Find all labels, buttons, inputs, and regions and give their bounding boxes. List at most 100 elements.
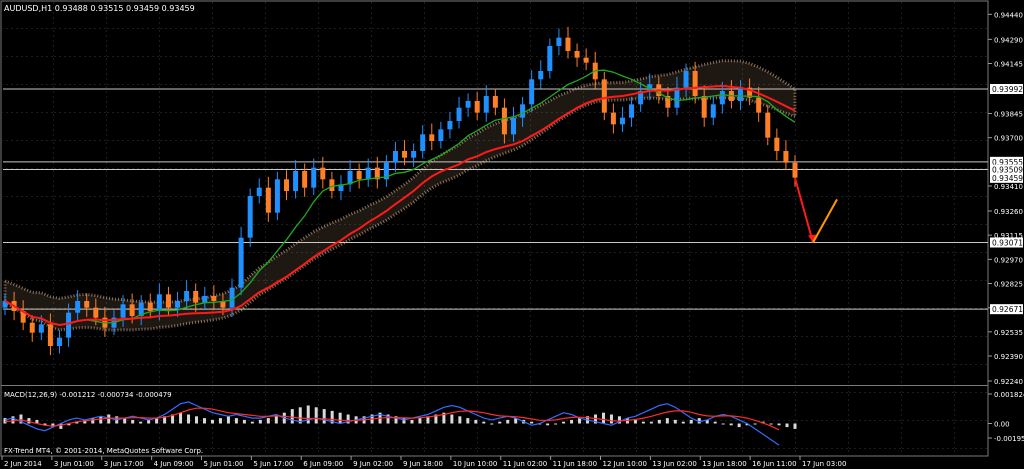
macd-bar	[458, 416, 462, 424]
x-tick-label-11: 11 Jun 18:00	[553, 460, 597, 468]
macd-bar	[330, 410, 334, 424]
price-tag-label-1: 0.93555	[992, 158, 1023, 167]
macd-bar	[346, 414, 350, 424]
price-tag-label-0: 0.93992	[992, 85, 1023, 94]
moving-averages	[4, 69, 796, 327]
x-tick-label-2: 3 Jun 17:00	[104, 460, 144, 468]
macd-bar	[617, 416, 621, 424]
candle-body	[619, 117, 625, 125]
macd-bar	[490, 423, 494, 425]
macd-bar	[258, 419, 262, 424]
macd-bar	[777, 423, 781, 426]
macd-bar	[689, 419, 693, 424]
macd-bar	[202, 418, 206, 424]
candle-body	[474, 101, 480, 113]
macd-bar	[737, 423, 741, 428]
macd-bar	[290, 409, 294, 424]
x-tick-label-7: 9 Jun 02:00	[353, 460, 393, 468]
macd-bar	[745, 423, 749, 426]
macd-bar	[298, 407, 302, 424]
candle-body	[701, 96, 707, 118]
price-tag-0	[990, 84, 1023, 94]
candle-body	[2, 301, 8, 308]
candle-body	[66, 312, 72, 338]
candle-body	[365, 167, 371, 180]
candle-body	[747, 87, 753, 98]
candle-body	[220, 301, 226, 308]
macd-bar	[187, 414, 191, 424]
macd-bar	[43, 423, 47, 426]
macd-bar	[546, 423, 550, 426]
macd-bar	[705, 419, 709, 424]
macd-bar	[641, 421, 645, 424]
macd-bar	[147, 419, 151, 424]
candle-body	[438, 129, 444, 141]
cloud-fill	[5, 60, 795, 331]
candle-body	[683, 71, 689, 88]
candle-body	[374, 167, 380, 180]
macd-bar	[250, 421, 254, 424]
macd-tick-label-2: -0.001956	[994, 435, 1024, 443]
macd-bar	[210, 419, 214, 424]
candle-body	[610, 112, 616, 125]
candle-body	[383, 162, 389, 180]
candle-body	[211, 296, 217, 301]
candle-body	[184, 291, 190, 301]
x-tick-label-14: 13 Jun 18:00	[702, 460, 746, 468]
price-tag-1	[990, 156, 1023, 167]
macd-bar	[402, 418, 406, 424]
candle-body	[283, 179, 289, 191]
candle-body	[483, 96, 489, 113]
candle-body	[311, 167, 317, 188]
macd-grid	[2, 387, 987, 456]
candle-body	[465, 101, 471, 108]
macd-tick-label-1: 0.00	[994, 421, 1010, 429]
ichimoku-cloud	[3, 59, 797, 332]
macd-bar	[314, 407, 318, 424]
macd-bar	[498, 421, 502, 424]
price-tag-label-2: 0.93509	[992, 166, 1023, 175]
macd-bar	[506, 419, 510, 424]
macd-bar	[19, 414, 23, 424]
macd-bar	[131, 419, 135, 424]
macd-bar	[306, 405, 310, 424]
candle-body	[175, 301, 181, 308]
macd-pane: 0.001824 0.00 -0.001956	[3, 391, 1024, 446]
symbol-info: AUDUSD,H1 0.93488 0.93515 0.93459 0.9345…	[4, 4, 195, 13]
candle-body	[710, 104, 716, 118]
y-tick-label-1: 0.94290	[994, 36, 1023, 44]
macd-bar	[51, 423, 55, 428]
candle-body	[329, 179, 335, 191]
candle-body	[193, 291, 199, 303]
candle-body	[447, 121, 453, 130]
macd-bar	[673, 419, 677, 424]
y-tick-label-3: 0.93845	[994, 111, 1023, 119]
macd-bar	[274, 416, 278, 424]
macd-bar	[769, 423, 773, 425]
macd-bar	[266, 418, 270, 424]
macd-bar	[466, 418, 470, 424]
macd-bar	[657, 419, 661, 424]
y-tick-label-6: 0.93260	[994, 208, 1023, 216]
y-tick-label-2: 0.94145	[994, 61, 1023, 69]
annotation-arrows	[794, 177, 838, 243]
candle-body	[501, 107, 507, 135]
macd-bar	[418, 418, 422, 424]
price-tag-5	[990, 304, 1023, 315]
candle-body	[601, 79, 607, 113]
candle-body	[738, 87, 744, 101]
macd-bar	[578, 418, 582, 424]
candle-body	[765, 112, 771, 138]
macd-bar	[59, 423, 63, 429]
y-tick-label-8: 0.92970	[994, 256, 1023, 264]
macd-bar	[633, 419, 637, 424]
y-tick-label-7: 0.93115	[994, 232, 1023, 240]
x-tick-label-10: 11 Jun 02:00	[503, 460, 547, 468]
x-tick-label-15: 16 Jun 11:00	[752, 460, 796, 468]
macd-bar	[721, 423, 725, 425]
candle-body	[420, 134, 426, 151]
candle-body	[574, 51, 580, 58]
macd-bar	[785, 423, 789, 428]
macd-bar	[83, 419, 87, 424]
